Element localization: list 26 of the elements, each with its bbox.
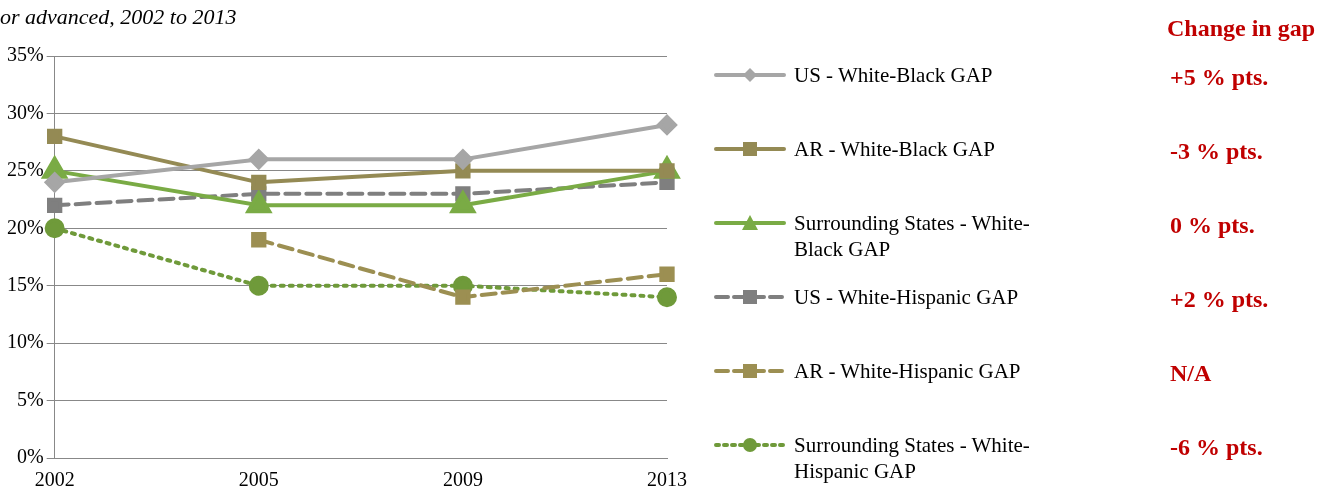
legend-label: US - White-Hispanic GAP <box>794 284 1020 310</box>
text: +5 % pts. <box>1169 63 1270 92</box>
y-tick-label: 0% <box>16 445 44 468</box>
text: 0 % pts. <box>1169 211 1256 240</box>
legend-label: Surrounding States - White-Hispanic GAP <box>794 432 1031 484</box>
text: +2 % pts. <box>1169 285 1270 314</box>
y-tick-label: 35% <box>6 43 44 66</box>
y-tick-label: 25% <box>6 158 44 181</box>
y-tick-label: 30% <box>6 100 44 123</box>
y-tick-label: 10% <box>6 330 44 353</box>
text: -3 % pts. <box>1169 137 1264 166</box>
x-tick-label: 2013 <box>647 468 687 491</box>
y-tick-label: 15% <box>6 272 44 295</box>
y-tick-label: 20% <box>6 215 44 238</box>
legend-label: Surrounding States - White-Black GAP <box>794 210 1031 262</box>
text: -6 % pts. <box>1169 433 1264 462</box>
x-tick-label: 2005 <box>238 468 279 491</box>
x-tick-label: 2009 <box>442 468 483 491</box>
chart-title: or advanced, 2002 to 2013 <box>0 4 237 30</box>
x-tick-label: 2002 <box>34 468 75 491</box>
legend-label: AR - White-Hispanic GAP <box>794 358 1022 384</box>
y-tick-label: 5% <box>16 387 44 410</box>
text: N/A <box>1169 359 1213 388</box>
text: Change in gap <box>1165 14 1315 43</box>
legend-label: US - White-Black GAP <box>794 62 994 88</box>
legend-label: AR - White-Black GAP <box>794 136 996 162</box>
